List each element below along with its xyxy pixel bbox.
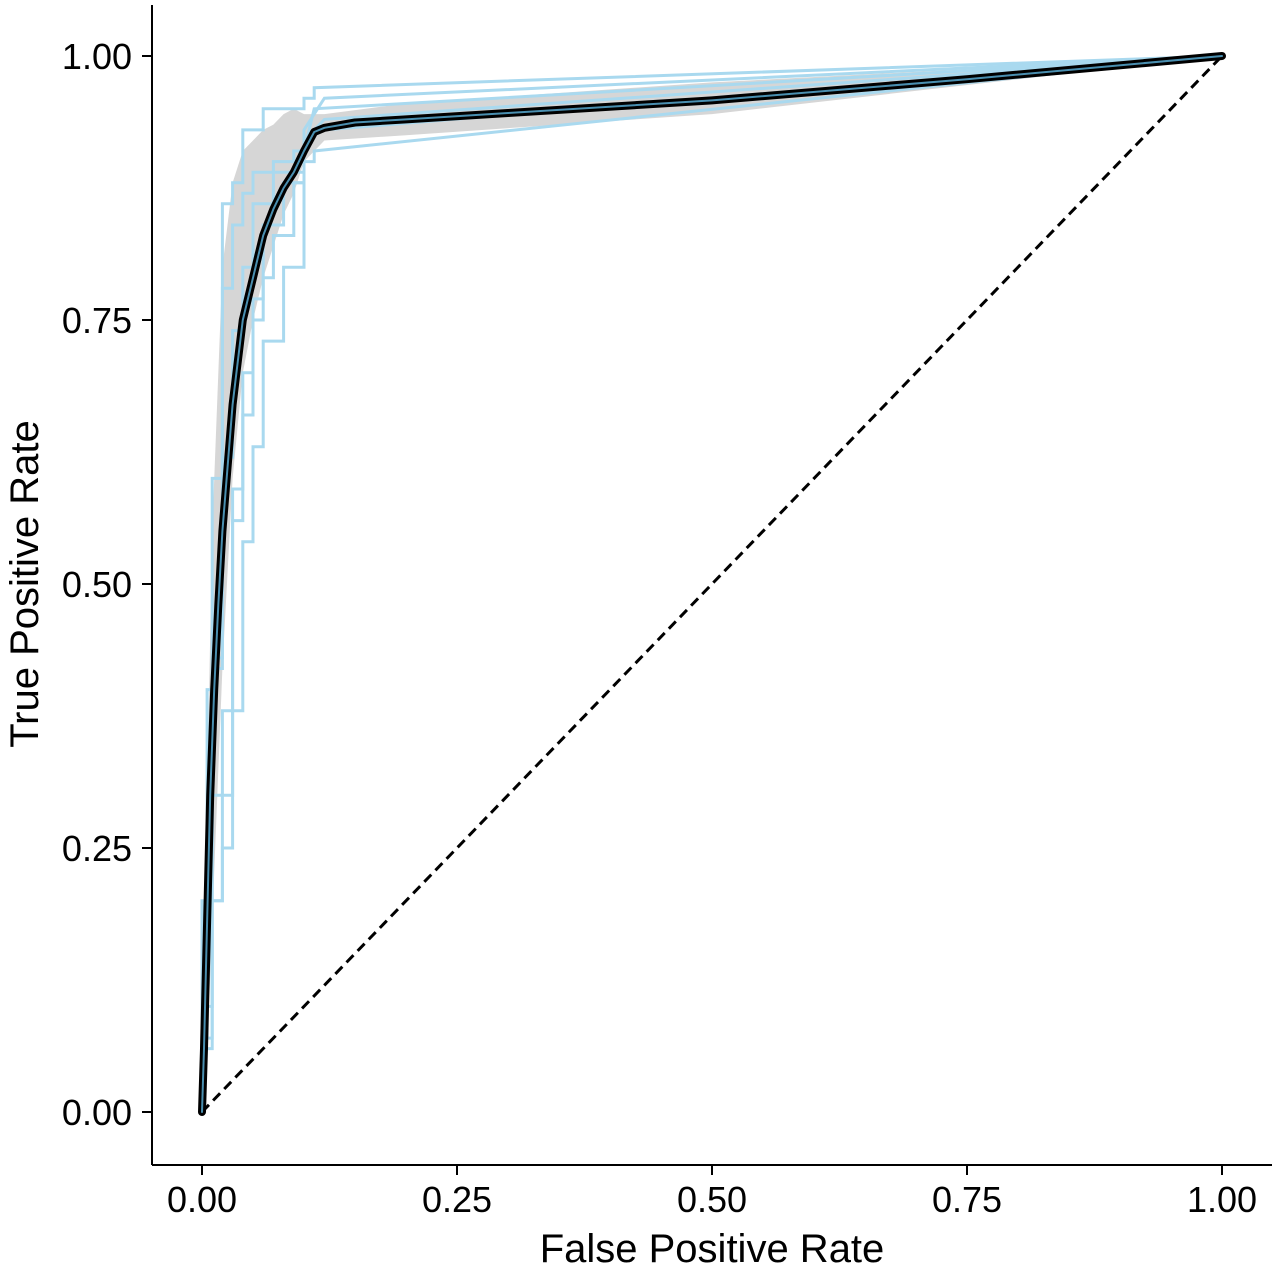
x-tick-label: 0.75	[932, 1179, 1002, 1220]
y-tick-label: 0.75	[62, 300, 132, 341]
x-tick-label: 0.50	[677, 1179, 747, 1220]
chance-line	[200, 54, 1224, 1114]
y-tick-label: 1.00	[62, 36, 132, 77]
x-axis-title: False Positive Rate	[540, 1227, 885, 1269]
y-tick-label: 0.25	[62, 828, 132, 869]
fold-curve-4	[200, 54, 1223, 1112]
mean-roc-curve-core	[201, 55, 1223, 1113]
plot-area	[198, 52, 1226, 1116]
x-tick-label: 0.25	[422, 1179, 492, 1220]
x-tick-label: 0.00	[167, 1179, 237, 1220]
y-tick-label: 0.00	[62, 1092, 132, 1133]
y-axis-title: True Positive Rate	[3, 420, 47, 748]
x-tick-label: 1.00	[1187, 1179, 1257, 1220]
y-tick-label: 0.50	[62, 564, 132, 605]
axes: 0.00 0.25 0.50 0.75 1.00 0.00 0.25 0.50 0.75 1.00	[62, 5, 1272, 1220]
fold-curve-6	[200, 54, 1223, 1112]
